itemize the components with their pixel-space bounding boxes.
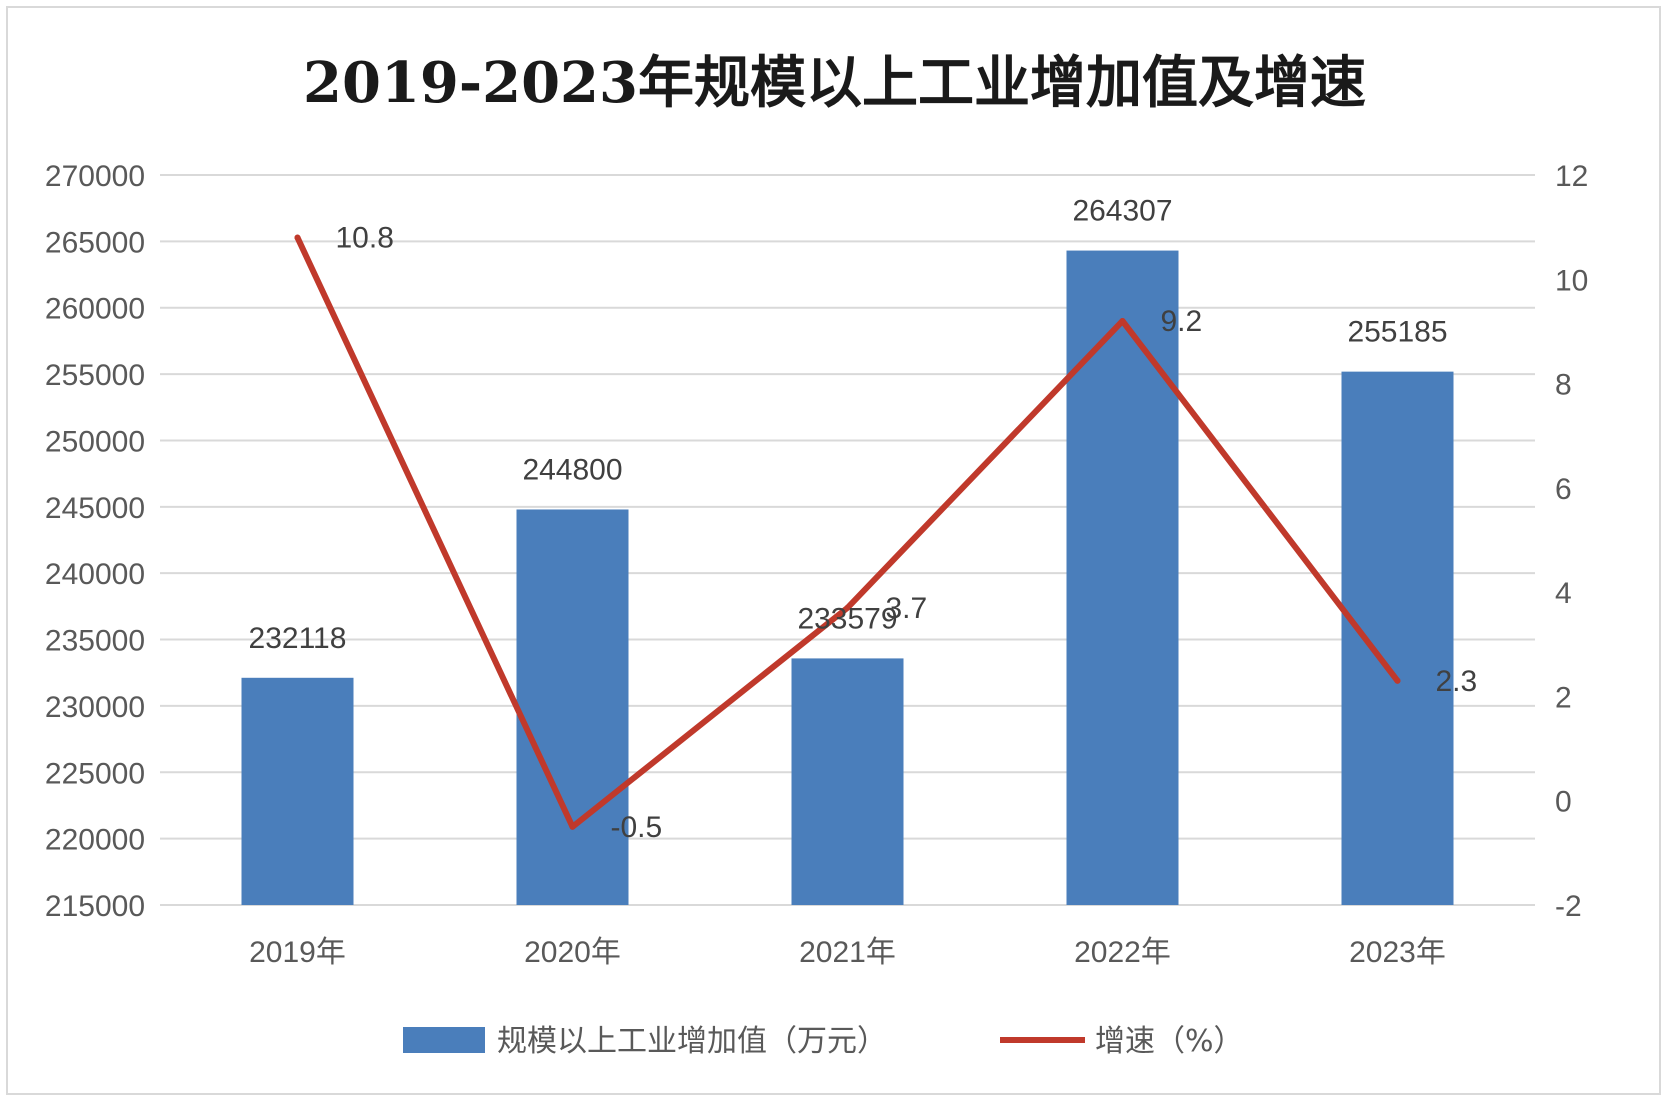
right-axis-tick-label: 8 (1555, 369, 1572, 402)
left-axis-tick-label: 270000 (45, 160, 145, 193)
right-axis-tick-label: 0 (1555, 786, 1572, 819)
bar-data-label: 244800 (522, 453, 622, 486)
line-point (1394, 677, 1401, 684)
left-axis-tick-label: 260000 (45, 293, 145, 326)
left-axis-tick-label: 245000 (45, 492, 145, 525)
data-labels: 232118 244800 233579 264307 255185 10.8 -0.5 3.… (249, 195, 1478, 844)
bar (241, 677, 354, 905)
line-point (569, 823, 576, 830)
left-axis-tick-label: 220000 (45, 824, 145, 857)
legend-bar-label: 规模以上工业增加值（万元） (497, 1024, 887, 1059)
left-axis-tick-label: 265000 (45, 226, 145, 259)
right-axis-tick-label: -2 (1555, 890, 1582, 923)
chart-title: 2019-2023年规模以上工业增加值及增速 (303, 50, 1366, 116)
bar (516, 509, 629, 905)
line-data-label: 3.7 (886, 592, 928, 625)
bar-data-label: 264307 (1072, 195, 1172, 228)
bar (1066, 250, 1179, 905)
line-point (1119, 318, 1126, 324)
x-axis-tick-label: 2022年 (1074, 936, 1171, 969)
bar (791, 658, 904, 905)
axis-labels: 215000 220000 225000 230000 235000 240000 2450… (45, 160, 1588, 969)
line-point (844, 604, 851, 611)
legend-bar-swatch (403, 1027, 485, 1053)
x-axis-tick-label: 2019年 (249, 936, 346, 969)
line-data-label: 9.2 (1161, 305, 1203, 338)
bar-data-label: 255185 (1347, 316, 1447, 349)
legend-line-label: 增速（%） (1095, 1024, 1244, 1059)
bar (1341, 371, 1454, 905)
bar-series (241, 250, 1454, 905)
bar-data-label: 232118 (249, 622, 347, 655)
right-axis-tick-label: 12 (1555, 160, 1588, 193)
line-data-label: -0.5 (611, 811, 663, 844)
left-axis-tick-label: 240000 (45, 558, 145, 591)
right-axis-tick-label: 4 (1555, 577, 1572, 610)
line-data-label: 2.3 (1436, 665, 1478, 698)
gridlines (160, 174, 1535, 906)
left-axis-tick-label: 235000 (45, 625, 145, 658)
right-axis-tick-label: 6 (1555, 473, 1572, 506)
legend: 规模以上工业增加值（万元） 增速（%） (403, 1024, 1244, 1059)
line-series (294, 234, 1401, 830)
bar-data-label: 233579 (797, 602, 897, 635)
x-axis-tick-label: 2021年 (799, 936, 896, 969)
line-point (294, 234, 301, 241)
line-data-label: 10.8 (336, 222, 394, 255)
x-axis-tick-label: 2023年 (1349, 936, 1446, 969)
left-axis-tick-label: 215000 (45, 890, 145, 923)
left-axis-tick-label: 255000 (45, 359, 145, 392)
left-axis-tick-label: 230000 (45, 691, 145, 724)
right-axis-tick-label: 10 (1555, 264, 1588, 297)
x-axis-tick-label: 2020年 (524, 936, 621, 969)
left-axis-tick-label: 250000 (45, 425, 145, 458)
left-axis-tick-label: 225000 (45, 757, 145, 790)
right-axis-tick-label: 2 (1555, 681, 1572, 714)
